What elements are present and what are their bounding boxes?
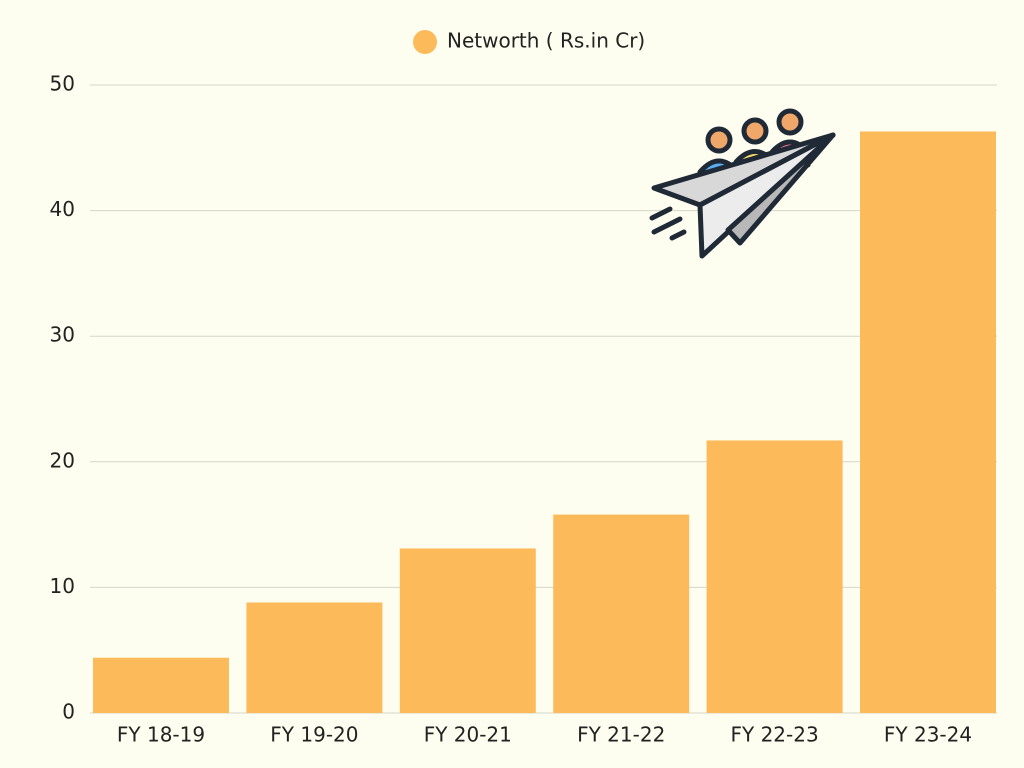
y-tick-label: 20 — [50, 448, 75, 472]
y-tick-label: 30 — [50, 323, 75, 347]
person-head — [705, 126, 733, 154]
x-tick-label: FY 23-24 — [884, 723, 972, 747]
legend-marker — [413, 30, 437, 54]
bar — [553, 514, 690, 713]
x-tick-label: FY 19-20 — [270, 723, 358, 747]
legend-label: Networth ( Rs.in Cr) — [447, 29, 645, 53]
person-head — [741, 117, 769, 145]
plane-fold — [725, 132, 836, 246]
bar — [706, 440, 843, 713]
bar — [399, 548, 536, 713]
bar — [860, 131, 996, 714]
y-tick-label: 0 — [62, 700, 75, 724]
x-tick-label: FY 18-19 — [117, 723, 205, 747]
y-tick-label: 10 — [50, 574, 75, 598]
speed-line — [649, 206, 673, 221]
x-tick-label: FY 22-23 — [730, 723, 818, 747]
bar — [93, 657, 229, 713]
illustration — [649, 108, 836, 259]
person-head — [776, 108, 804, 136]
bar — [246, 602, 383, 713]
speed-line — [669, 229, 687, 241]
speed-line — [651, 216, 683, 235]
y-tick-label: 40 — [50, 197, 75, 221]
x-tick-label: FY 20-21 — [424, 723, 512, 747]
y-tick-label: 50 — [50, 72, 75, 96]
x-tick-label: FY 21-22 — [577, 723, 665, 747]
